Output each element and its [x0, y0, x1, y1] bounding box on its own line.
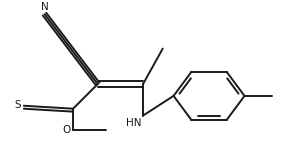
Text: HN: HN [126, 117, 141, 128]
Text: S: S [14, 100, 21, 110]
Text: N: N [41, 2, 48, 12]
Text: O: O [63, 125, 71, 135]
